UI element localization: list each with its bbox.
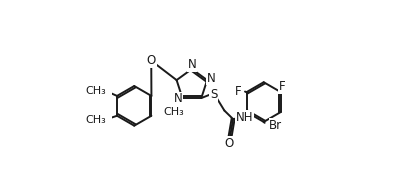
Text: N: N xyxy=(187,58,196,71)
Text: S: S xyxy=(209,88,217,101)
Text: CH₃: CH₃ xyxy=(85,86,106,96)
Text: F: F xyxy=(234,85,241,98)
Text: CH₃: CH₃ xyxy=(163,107,184,117)
Text: N: N xyxy=(173,92,182,105)
Text: NH: NH xyxy=(235,111,253,124)
Text: N: N xyxy=(206,72,215,85)
Text: O: O xyxy=(223,137,233,149)
Text: Br: Br xyxy=(269,119,282,132)
Text: CH₃: CH₃ xyxy=(85,115,106,125)
Text: F: F xyxy=(278,80,285,93)
Text: O: O xyxy=(146,54,155,67)
